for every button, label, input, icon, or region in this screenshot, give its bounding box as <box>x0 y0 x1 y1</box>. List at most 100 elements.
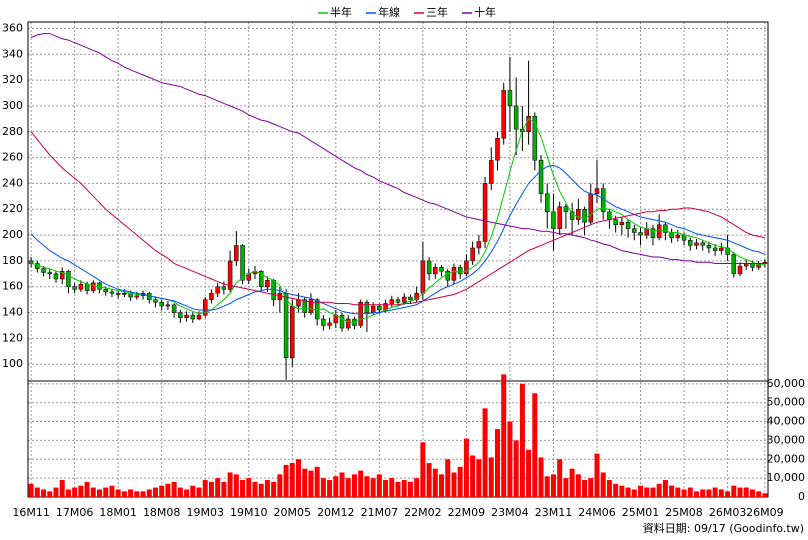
y-tick-label: 140 <box>2 306 23 319</box>
candle-body <box>464 260 469 275</box>
volume-bar <box>631 489 637 497</box>
volume-bar <box>351 474 357 497</box>
volume-bar <box>731 485 737 497</box>
candle-body <box>296 299 301 307</box>
candle-body <box>159 301 164 307</box>
y-tick-label: 200 <box>2 228 23 241</box>
volume-bar <box>457 466 463 497</box>
x-tick-label: 25M01 <box>622 506 660 519</box>
volume-bar <box>544 476 550 497</box>
volume-bar <box>594 453 600 497</box>
volume-bar <box>383 480 389 497</box>
candle-body <box>153 299 158 303</box>
x-tick-label: 22M09 <box>448 506 486 519</box>
volume-bar <box>494 429 500 497</box>
volume-bar <box>613 483 619 497</box>
candle-body <box>389 299 395 304</box>
volume-bar <box>395 481 401 497</box>
candle-body <box>451 267 457 281</box>
volume-bar <box>693 491 699 497</box>
candle-body <box>115 292 121 295</box>
volume-tick-label: 20,000 <box>767 452 806 465</box>
candle-body <box>327 322 332 326</box>
candle-body <box>53 273 59 280</box>
volume-bar <box>333 476 339 497</box>
candle-body <box>439 267 444 272</box>
source-note: 資料日期: 09/17 (Goodinfo.tw) <box>643 521 804 535</box>
candle-body <box>215 286 220 294</box>
volume-bar <box>532 393 538 497</box>
x-tick-label: 23M11 <box>535 506 573 519</box>
x-tick-label: 18M01 <box>99 506 137 519</box>
candle-body <box>178 312 183 318</box>
candle-body <box>594 188 600 195</box>
y-tick-label: 240 <box>2 176 23 189</box>
volume-bar <box>320 478 326 497</box>
candle-body <box>507 90 513 107</box>
volume-bar <box>289 463 295 497</box>
candle-body <box>41 268 46 273</box>
candle-body <box>202 299 208 316</box>
volume-bar <box>146 489 152 497</box>
y-tick-label: 340 <box>2 47 23 60</box>
legend-label: 半年 <box>330 5 352 19</box>
volume-bar <box>358 470 364 497</box>
candle-body <box>538 159 544 195</box>
legend-label: 年線 <box>378 5 400 19</box>
candle-body <box>134 295 140 298</box>
volume-bar <box>159 485 165 497</box>
candle-body <box>656 224 662 238</box>
candle-body <box>470 247 475 262</box>
x-tick-label: 24M06 <box>578 506 616 519</box>
candle-body <box>196 314 202 320</box>
candle-body <box>47 272 53 275</box>
volume-bar <box>140 491 146 497</box>
y-tick-label: 120 <box>2 331 23 344</box>
volume-tick-label: 40,000 <box>767 415 806 428</box>
volume-tick-label: 10,000 <box>767 471 806 484</box>
candle-body <box>501 90 506 139</box>
candle-body <box>209 292 214 300</box>
volume-bar <box>550 474 556 497</box>
volume-bar <box>650 487 656 497</box>
y-tick-label: 100 <box>2 357 23 370</box>
ma-line <box>30 131 766 306</box>
volume-bar <box>109 485 115 497</box>
y-tick-label: 280 <box>2 125 23 138</box>
candle-body <box>433 267 438 275</box>
candle-body <box>84 283 90 291</box>
volume-bar <box>582 480 588 497</box>
volume-bar <box>78 485 84 497</box>
candle-body <box>688 239 693 246</box>
candle-body <box>619 221 625 225</box>
candle-body <box>78 283 84 290</box>
volume-bar <box>121 491 127 497</box>
candle-body <box>625 221 631 229</box>
volume-bar <box>283 464 289 497</box>
candle-body <box>563 206 569 213</box>
candle-body <box>258 270 264 287</box>
candle-body <box>731 254 737 275</box>
candle-body <box>476 241 482 249</box>
volume-bar <box>563 478 569 497</box>
volume-bar <box>420 442 426 497</box>
volume-bar <box>65 489 71 497</box>
volume-bar <box>662 480 668 497</box>
volume-bar <box>196 487 202 497</box>
volume-bar <box>41 489 47 497</box>
candle-body <box>190 314 196 320</box>
candle-body <box>607 211 612 220</box>
candle-body <box>582 208 587 223</box>
volume-bar <box>128 489 134 497</box>
y-tick-label: 300 <box>2 99 23 112</box>
volume-bar <box>407 481 413 497</box>
x-tick-label: 18M08 <box>143 506 181 519</box>
volume-tick-label: 50,000 <box>767 396 806 409</box>
candle-body <box>227 260 233 290</box>
volume-bar <box>756 491 762 497</box>
volume-bar <box>184 489 190 497</box>
volume-bar <box>103 487 109 497</box>
volume-bar <box>749 489 755 497</box>
candle-body <box>457 267 463 275</box>
